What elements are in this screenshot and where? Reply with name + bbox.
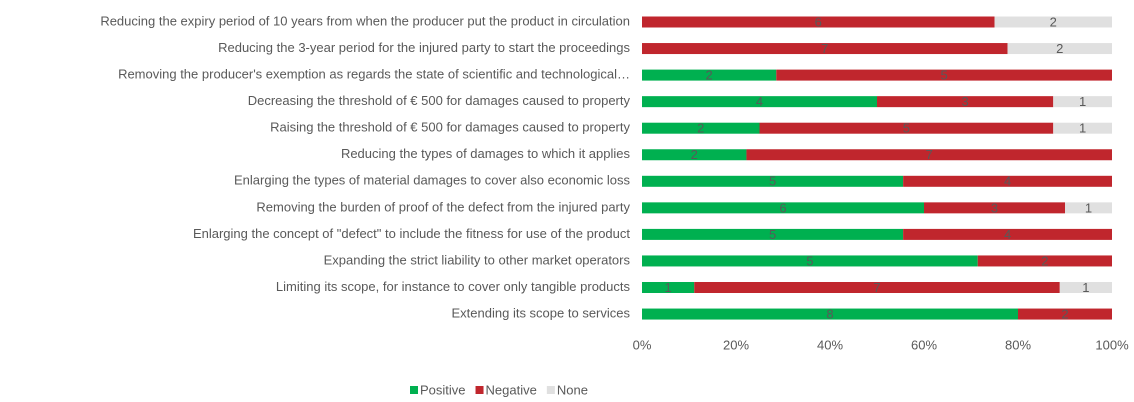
data-label: 5 bbox=[769, 174, 776, 189]
bar-segment bbox=[642, 149, 747, 161]
category-label: Enlarging the types of material damages … bbox=[234, 173, 630, 188]
data-label: 1 bbox=[1085, 200, 1092, 215]
category-label: Reducing the types of damages to which i… bbox=[341, 146, 631, 161]
category-label: Reducing the expiry period of 10 years f… bbox=[100, 13, 630, 28]
bar-segment bbox=[694, 282, 1060, 293]
data-label: 1 bbox=[1082, 280, 1089, 295]
x-tick-label: 80% bbox=[1005, 337, 1031, 352]
bar-segment bbox=[746, 149, 1112, 161]
bar-segment bbox=[642, 43, 1008, 55]
legend-label: None bbox=[557, 382, 588, 397]
x-tick-label: 60% bbox=[911, 337, 937, 352]
x-tick-label: 0% bbox=[633, 337, 652, 352]
legend-label: Positive bbox=[420, 382, 466, 397]
data-label: 4 bbox=[1004, 174, 1011, 189]
category-label: Raising the threshold of € 500 for damag… bbox=[270, 120, 630, 135]
bar-segment bbox=[776, 69, 1112, 81]
category-label: Reducing the 3-year period for the injur… bbox=[218, 40, 630, 55]
data-label: 5 bbox=[941, 68, 948, 83]
data-label: 1 bbox=[1079, 94, 1086, 109]
data-label: 2 bbox=[706, 68, 713, 83]
data-label: 2 bbox=[691, 147, 698, 162]
data-label: 7 bbox=[873, 280, 880, 295]
data-label: 6 bbox=[815, 14, 822, 29]
data-label: 4 bbox=[1004, 227, 1011, 242]
bar-segment bbox=[1018, 308, 1112, 320]
legend-swatch bbox=[546, 386, 555, 394]
category-label: Decreasing the threshold of € 500 for da… bbox=[248, 93, 631, 108]
bar-segment bbox=[903, 228, 1112, 240]
category-label: Expanding the strict liability to other … bbox=[324, 252, 631, 267]
bar-segment bbox=[1053, 122, 1112, 134]
bar-segment bbox=[642, 282, 695, 293]
data-label: 1 bbox=[1079, 121, 1086, 136]
data-label: 7 bbox=[926, 147, 933, 162]
data-label: 5 bbox=[806, 253, 813, 268]
data-label: 2 bbox=[1061, 306, 1068, 321]
bar-segment bbox=[642, 202, 924, 214]
bar-segment bbox=[642, 255, 978, 267]
category-label: Extending its scope to services bbox=[452, 305, 631, 320]
data-label: 1 bbox=[664, 280, 671, 295]
data-label: 3 bbox=[991, 200, 998, 215]
category-label: Enlarging the concept of "defect" to inc… bbox=[193, 226, 630, 241]
data-label: 6 bbox=[779, 200, 786, 215]
bar-segment bbox=[642, 228, 904, 240]
bar-segment bbox=[1053, 96, 1112, 108]
x-tick-label: 20% bbox=[723, 337, 749, 352]
bar-segment bbox=[924, 202, 1065, 214]
bar-segment bbox=[642, 308, 1018, 320]
x-tick-label: 40% bbox=[817, 337, 843, 352]
data-label: 4 bbox=[756, 94, 763, 109]
bar-segment bbox=[759, 122, 1054, 134]
bar-segment bbox=[1065, 202, 1112, 214]
x-tick-label: 100% bbox=[1095, 337, 1129, 352]
bar-segment bbox=[994, 16, 1112, 28]
category-label: Removing the burden of proof of the defe… bbox=[256, 199, 630, 214]
bar-segment bbox=[642, 69, 777, 81]
category-label: Removing the producer's exemption as reg… bbox=[118, 67, 630, 82]
bar-segment bbox=[642, 175, 904, 187]
bar-segment bbox=[1059, 282, 1112, 293]
data-label: 2 bbox=[1041, 253, 1048, 268]
data-label: 3 bbox=[962, 94, 969, 109]
data-label: 8 bbox=[826, 306, 833, 321]
data-label: 5 bbox=[769, 227, 776, 242]
bar-segment bbox=[642, 16, 995, 28]
legend-swatch bbox=[475, 386, 484, 394]
bar-segment bbox=[1007, 43, 1112, 55]
legend-swatch bbox=[410, 386, 418, 394]
bar-segment bbox=[642, 122, 760, 134]
data-label: 7 bbox=[821, 41, 828, 56]
bar-segment bbox=[903, 175, 1112, 187]
data-label: 2 bbox=[697, 121, 704, 136]
bar-segment bbox=[642, 96, 877, 108]
bar-segment bbox=[877, 96, 1054, 108]
legend-label: Negative bbox=[486, 382, 537, 397]
bar-segment bbox=[977, 255, 1112, 267]
category-label: Limiting its scope, for instance to cove… bbox=[276, 279, 631, 294]
data-label: 2 bbox=[1056, 41, 1063, 56]
data-label: 2 bbox=[1050, 14, 1057, 29]
data-label: 5 bbox=[903, 121, 910, 136]
